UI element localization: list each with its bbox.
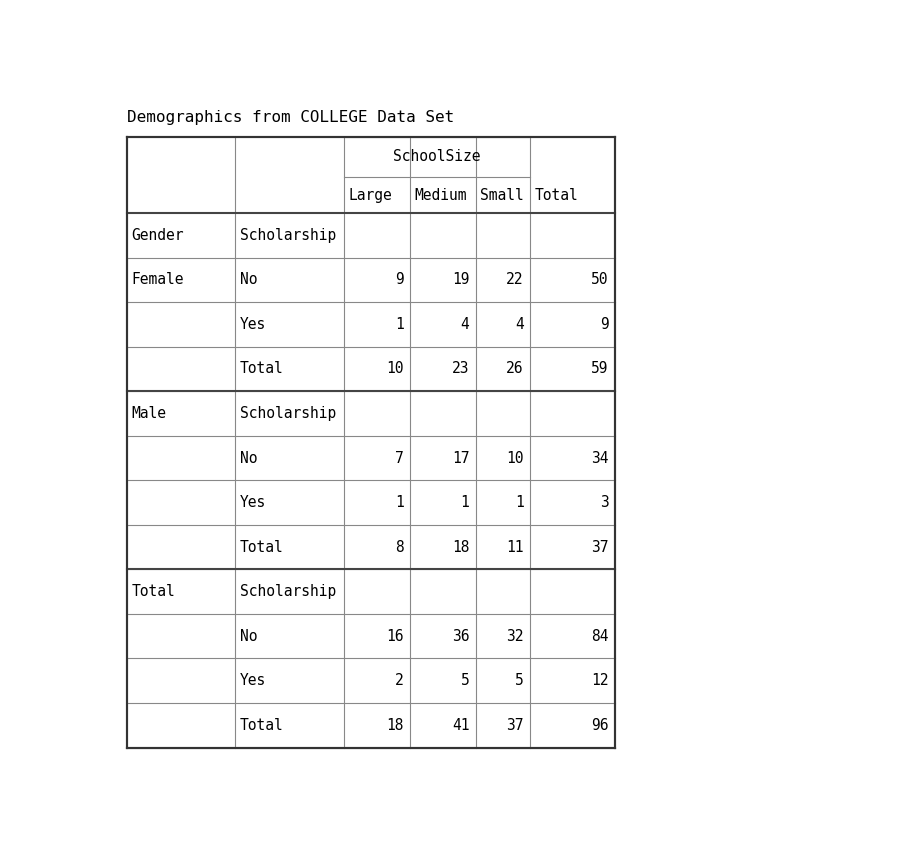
Text: 9: 9 [394,273,403,287]
Text: Yes: Yes [240,673,266,688]
Text: 8: 8 [394,539,403,555]
Text: 36: 36 [451,629,469,643]
Text: 9: 9 [600,317,608,332]
Text: Scholarship: Scholarship [240,227,336,243]
Text: Total: Total [240,717,283,733]
Text: Yes: Yes [240,495,266,510]
Text: 17: 17 [451,451,469,465]
Text: 37: 37 [505,717,523,733]
Text: Demographics from COLLEGE Data Set: Demographics from COLLEGE Data Set [126,110,454,125]
Text: 1: 1 [514,495,523,510]
Text: 41: 41 [451,717,469,733]
Text: 11: 11 [505,539,523,555]
Text: 96: 96 [591,717,608,733]
Text: Total: Total [534,187,577,203]
Text: 16: 16 [385,629,403,643]
Text: Male: Male [132,406,166,421]
Text: 7: 7 [394,451,403,465]
Text: 10: 10 [385,361,403,377]
Text: 50: 50 [591,273,608,287]
Text: Yes: Yes [240,317,266,332]
Text: Total: Total [240,361,283,377]
Text: Female: Female [132,273,184,287]
Text: Small: Small [480,187,523,203]
Text: 19: 19 [451,273,469,287]
Text: 10: 10 [505,451,523,465]
Text: 5: 5 [460,673,469,688]
Text: No: No [240,629,257,643]
Text: SchoolSize: SchoolSize [392,149,480,164]
Text: 34: 34 [591,451,608,465]
Text: 4: 4 [460,317,469,332]
Text: Large: Large [348,187,391,203]
Text: No: No [240,451,257,465]
Text: 37: 37 [591,539,608,555]
Text: 5: 5 [514,673,523,688]
Text: Total: Total [240,539,283,555]
Text: 2: 2 [394,673,403,688]
Text: 59: 59 [591,361,608,377]
Text: 23: 23 [451,361,469,377]
Text: Scholarship: Scholarship [240,584,336,599]
Text: 18: 18 [451,539,469,555]
Text: 22: 22 [505,273,523,287]
Text: 12: 12 [591,673,608,688]
Text: Total: Total [132,584,175,599]
Text: 84: 84 [591,629,608,643]
Text: Scholarship: Scholarship [240,406,336,421]
Text: 32: 32 [505,629,523,643]
Text: 1: 1 [394,317,403,332]
Text: 18: 18 [385,717,403,733]
Text: 26: 26 [505,361,523,377]
Text: 4: 4 [514,317,523,332]
Text: Gender: Gender [132,227,184,243]
Text: No: No [240,273,257,287]
Text: 1: 1 [394,495,403,510]
Text: 1: 1 [460,495,469,510]
Text: Medium: Medium [414,187,466,203]
Text: 3: 3 [600,495,608,510]
